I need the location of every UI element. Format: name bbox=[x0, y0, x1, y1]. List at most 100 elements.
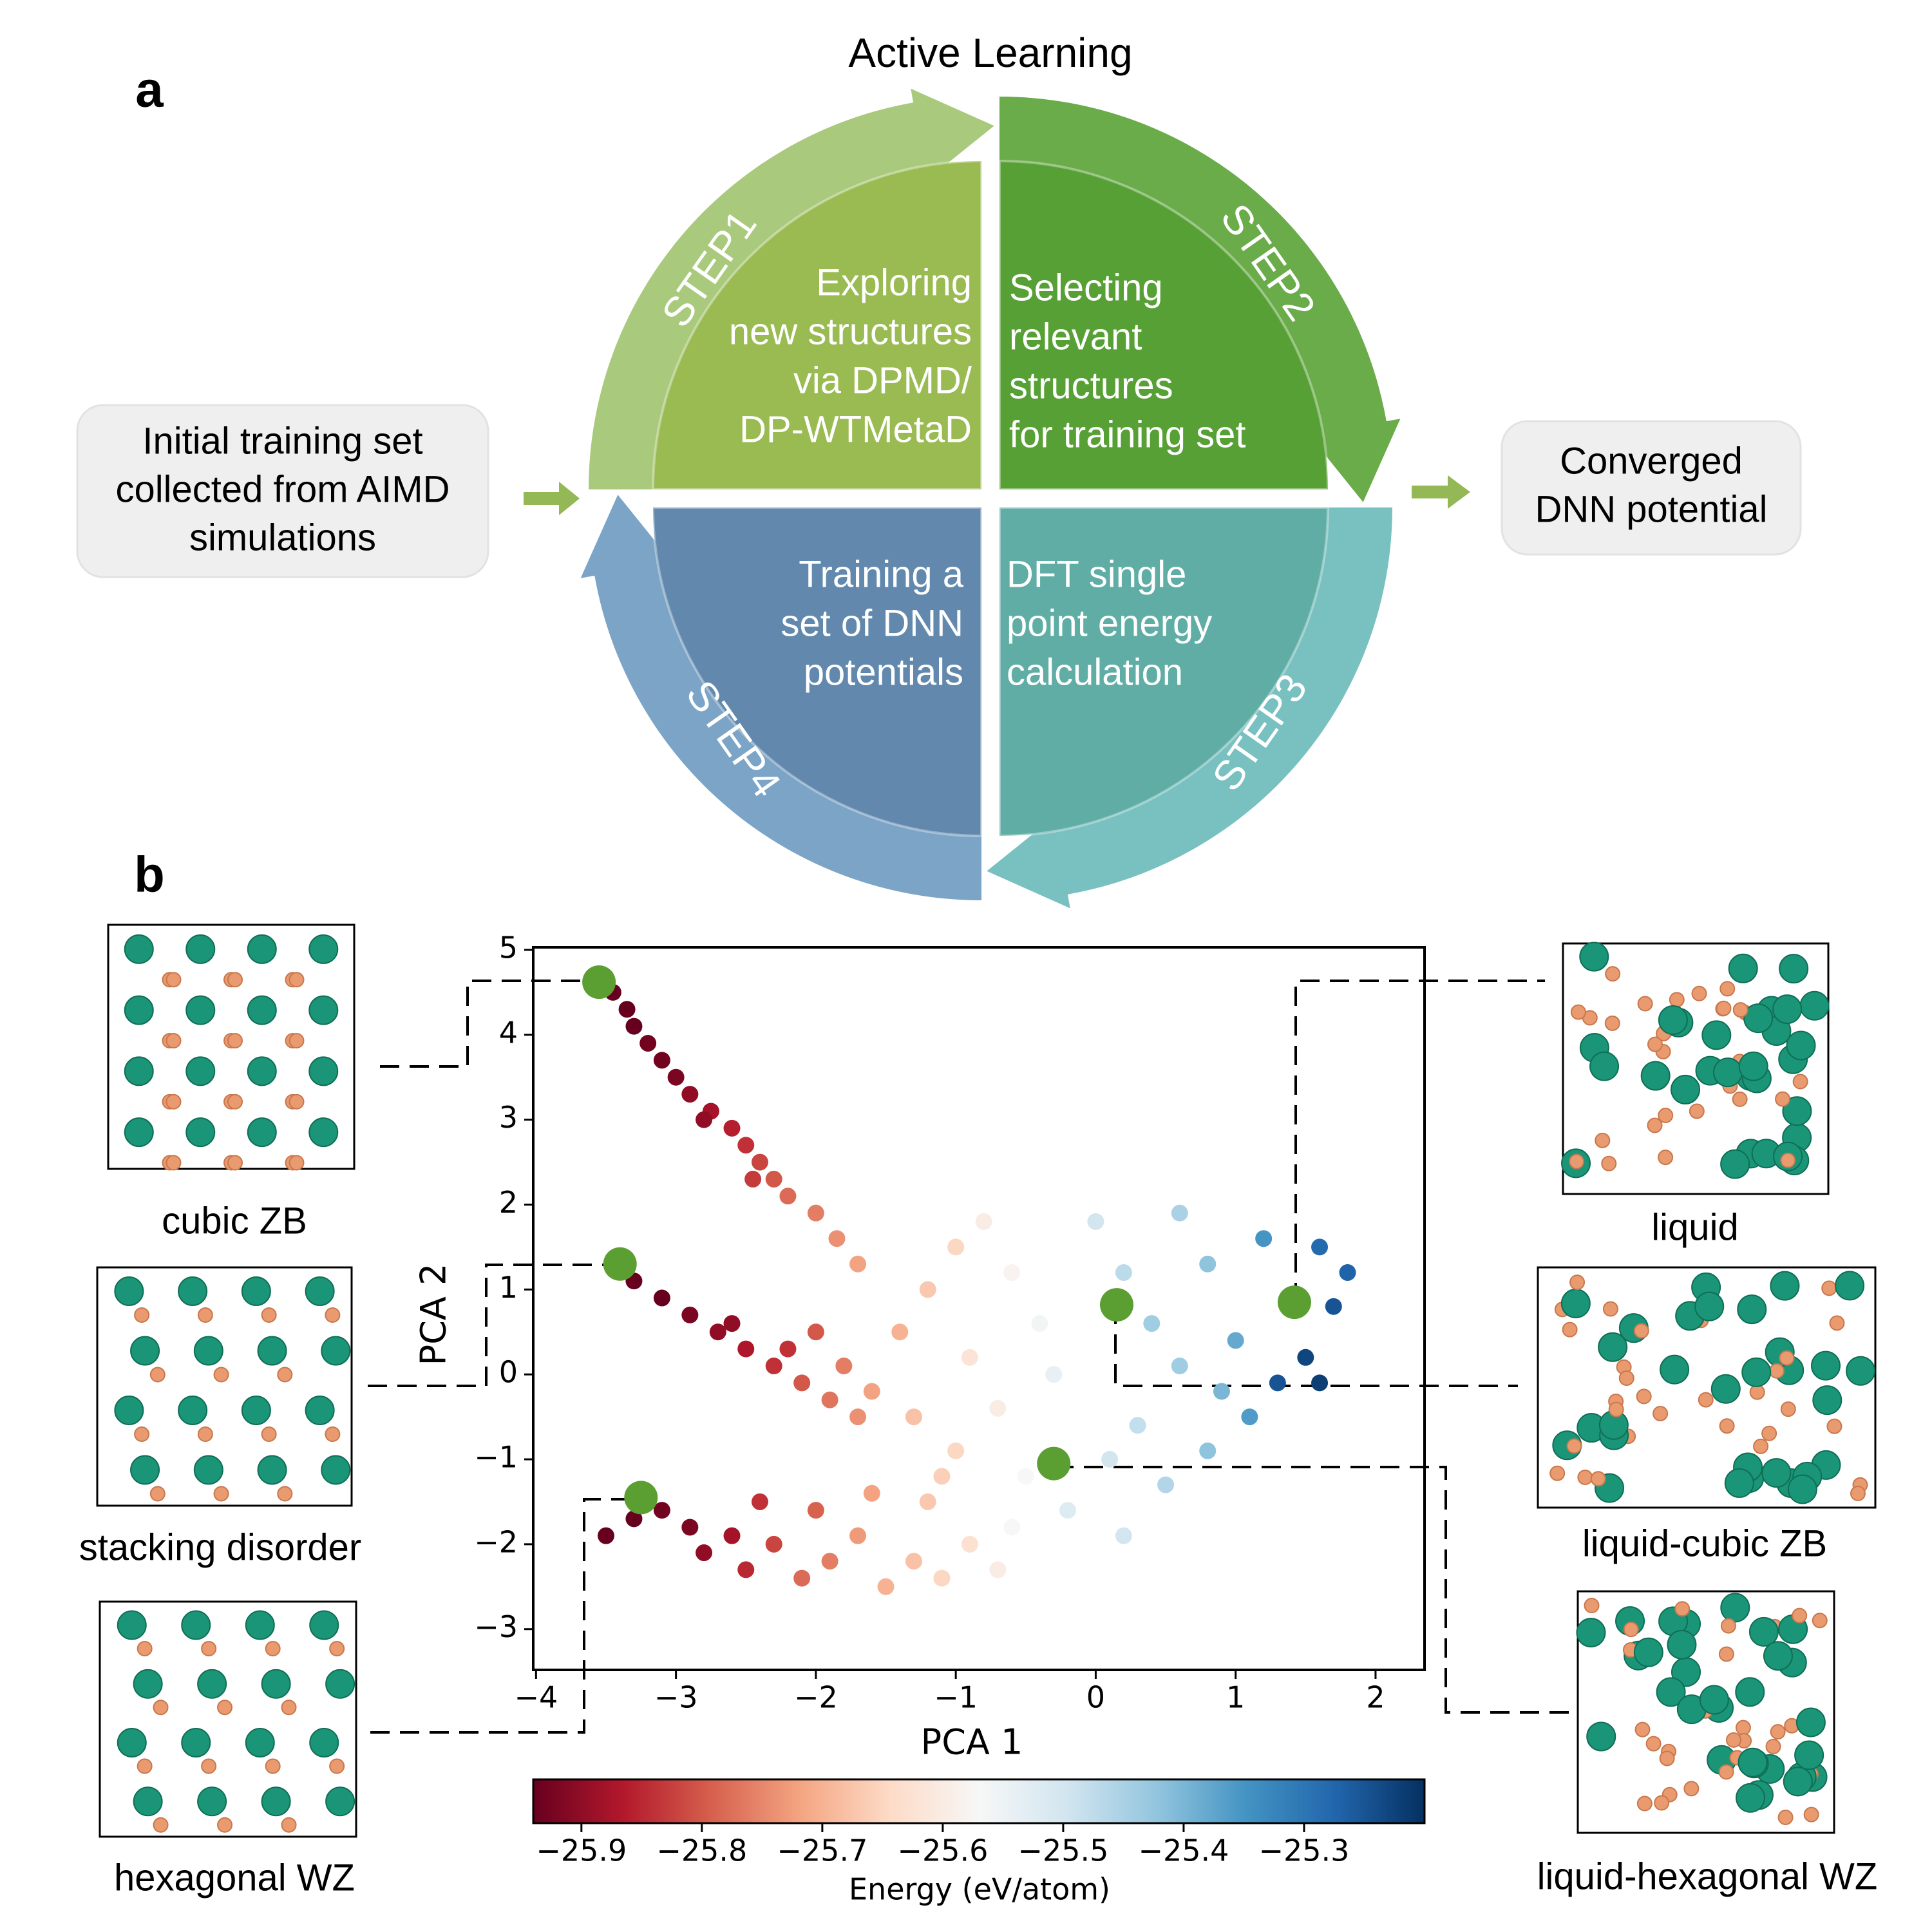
data-point bbox=[989, 1561, 1007, 1578]
x-tick-label: −4 bbox=[514, 1680, 558, 1715]
atom bbox=[149, 1367, 166, 1383]
atom bbox=[1761, 1425, 1777, 1441]
input-text: collected from AIMD bbox=[116, 468, 450, 510]
data-point bbox=[1157, 1476, 1175, 1493]
data-point bbox=[919, 1493, 936, 1510]
step-arrow bbox=[999, 97, 1401, 502]
atom bbox=[245, 1728, 275, 1757]
atom bbox=[289, 1094, 305, 1110]
atom bbox=[1780, 1152, 1796, 1168]
atom bbox=[217, 1817, 233, 1833]
atom bbox=[1595, 1132, 1611, 1148]
atom bbox=[309, 1728, 339, 1757]
atom bbox=[1826, 1418, 1842, 1434]
x-axis-label: PCA 1 bbox=[921, 1722, 1023, 1763]
atom bbox=[124, 1056, 154, 1086]
atom bbox=[1566, 1438, 1582, 1454]
structure-label: liquid-cubic ZB bbox=[1582, 1522, 1827, 1564]
data-point bbox=[696, 1544, 713, 1562]
step-text: DFT single bbox=[1007, 553, 1186, 595]
atom bbox=[137, 1641, 153, 1656]
input-box bbox=[76, 404, 489, 578]
atom bbox=[178, 1396, 208, 1425]
highlight-point bbox=[1100, 1288, 1134, 1322]
data-point bbox=[681, 1086, 699, 1103]
data-point bbox=[1269, 1374, 1286, 1392]
data-point bbox=[793, 1569, 811, 1587]
y-tick-label: −2 bbox=[474, 1524, 518, 1559]
atom bbox=[201, 1758, 217, 1774]
data-point bbox=[863, 1484, 880, 1502]
atom bbox=[1720, 1593, 1750, 1623]
atom bbox=[1636, 1795, 1653, 1812]
atom bbox=[124, 1117, 154, 1148]
atom bbox=[1608, 1401, 1624, 1417]
data-point bbox=[947, 1238, 965, 1256]
atom bbox=[289, 1033, 305, 1049]
atom bbox=[305, 1396, 335, 1425]
atom bbox=[1737, 1294, 1767, 1325]
connector bbox=[1054, 1466, 1570, 1714]
atom bbox=[265, 1758, 281, 1774]
atom bbox=[227, 1155, 243, 1171]
structure-image bbox=[107, 923, 355, 1171]
data-point bbox=[779, 1188, 797, 1205]
atom bbox=[114, 1276, 144, 1306]
data-point bbox=[1115, 1527, 1132, 1544]
atom bbox=[117, 1610, 147, 1640]
y-tick-label: 0 bbox=[499, 1355, 518, 1390]
atom bbox=[1736, 1783, 1766, 1813]
x-tick-label: −2 bbox=[794, 1680, 838, 1715]
atom bbox=[1719, 1418, 1735, 1434]
data-point bbox=[653, 1502, 670, 1519]
data-point bbox=[1101, 1451, 1119, 1468]
x-tick-label: 0 bbox=[1086, 1680, 1105, 1715]
atom bbox=[247, 1056, 277, 1086]
data-point bbox=[1115, 1264, 1132, 1281]
atom bbox=[1732, 1002, 1748, 1018]
atom bbox=[130, 1336, 160, 1366]
x-tick-label: −1 bbox=[934, 1680, 978, 1715]
atom bbox=[1786, 1030, 1816, 1061]
step-sector bbox=[998, 506, 1330, 838]
atom bbox=[227, 1094, 243, 1110]
atom bbox=[1732, 1091, 1748, 1107]
data-point bbox=[828, 1230, 846, 1247]
structure-label: cubic ZB bbox=[162, 1200, 307, 1242]
atom bbox=[1741, 1357, 1772, 1387]
data-point bbox=[653, 1052, 670, 1069]
data-point bbox=[933, 1569, 951, 1587]
atom bbox=[130, 1455, 160, 1485]
data-point bbox=[1227, 1332, 1244, 1349]
output-text: DNN potential bbox=[1535, 488, 1767, 530]
y-tick-label: −1 bbox=[474, 1440, 518, 1475]
atom bbox=[1656, 1677, 1686, 1707]
atom bbox=[1577, 1470, 1593, 1486]
data-point bbox=[821, 1391, 838, 1408]
x-tick-label: 1 bbox=[1226, 1680, 1245, 1715]
atom bbox=[1601, 1155, 1617, 1171]
data-point bbox=[877, 1578, 895, 1595]
plot-frame bbox=[532, 946, 1426, 1671]
atom bbox=[1719, 981, 1736, 997]
atom bbox=[1749, 1384, 1765, 1400]
structure-label: hexagonal WZ bbox=[114, 1857, 355, 1899]
input-text: simulations bbox=[189, 516, 376, 558]
data-point bbox=[1031, 1315, 1048, 1332]
data-point bbox=[947, 1442, 965, 1459]
atom bbox=[178, 1276, 208, 1306]
atom bbox=[1667, 1629, 1697, 1660]
highlight-point bbox=[582, 965, 616, 999]
step-sector bbox=[998, 159, 1330, 491]
atom bbox=[1768, 1363, 1785, 1379]
atom bbox=[308, 995, 339, 1025]
atom bbox=[277, 1486, 293, 1502]
atom bbox=[134, 1426, 150, 1442]
atom bbox=[1604, 1015, 1620, 1031]
flow-arrow bbox=[1412, 475, 1470, 509]
data-point bbox=[1003, 1264, 1021, 1281]
atom bbox=[1748, 1616, 1779, 1647]
atom bbox=[241, 1276, 271, 1306]
atom bbox=[181, 1728, 211, 1757]
data-point bbox=[961, 1535, 978, 1553]
